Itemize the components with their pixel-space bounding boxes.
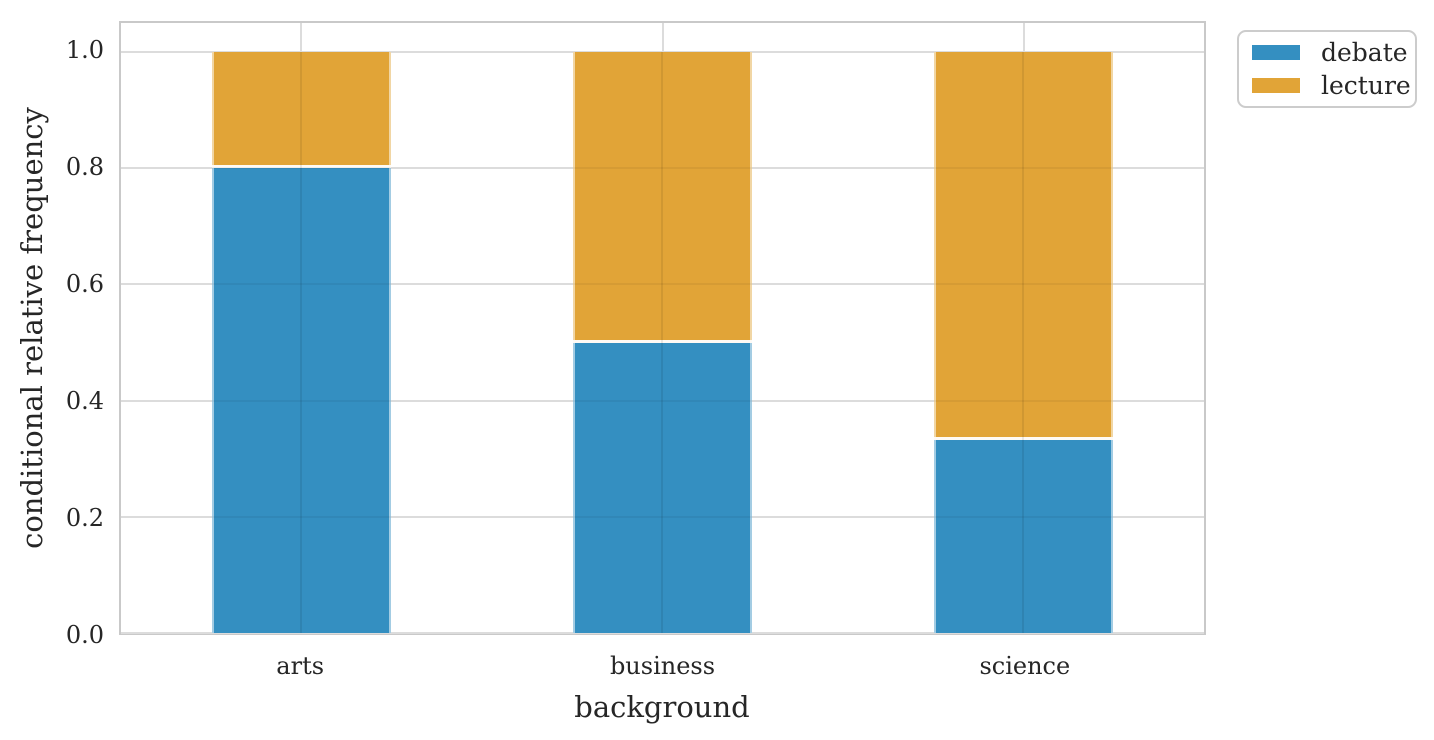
legend-swatch-lecture-icon xyxy=(1252,78,1300,93)
bar-center-divider xyxy=(1022,52,1025,633)
x-axis-title: background xyxy=(574,690,750,724)
x-axis-ticks: arts business science xyxy=(119,652,1206,684)
bar-segment-science-debate xyxy=(933,439,1114,633)
bar-segment-business-debate xyxy=(572,342,753,633)
y-axis-title: conditional relative frequency xyxy=(15,107,50,549)
y-tick-label: 0.8 xyxy=(65,153,104,182)
bar-segment-science-lecture xyxy=(933,52,1114,440)
legend-label-lecture: lecture xyxy=(1321,71,1411,100)
bar-segment-business-lecture xyxy=(572,52,753,343)
y-tick-label: 0.0 xyxy=(65,621,104,649)
horizontal-gridline xyxy=(121,632,1204,634)
gridline-ghost xyxy=(211,399,392,402)
gridline-ghost xyxy=(572,167,753,170)
legend-label-debate: debate xyxy=(1321,38,1408,67)
bar-science xyxy=(933,52,1114,633)
x-tick-label-science: science xyxy=(979,652,1071,680)
plot-area xyxy=(119,21,1206,635)
y-tick-label: 0.4 xyxy=(65,387,104,416)
bar-arts xyxy=(211,52,392,633)
legend-item-lecture: lecture xyxy=(1252,73,1415,98)
gridline-ghost xyxy=(572,283,753,286)
bar-center-divider xyxy=(661,52,664,633)
gridline-ghost xyxy=(572,515,753,518)
y-tick-label: 0.2 xyxy=(65,504,104,533)
bar-segment-arts-lecture xyxy=(211,52,392,169)
gridline-ghost xyxy=(211,515,392,518)
legend-item-debate: debate xyxy=(1252,40,1415,65)
gridline-ghost xyxy=(933,515,1114,518)
y-tick-label: 1.0 xyxy=(65,36,104,65)
y-axis-ticks: 0.0 0.2 0.4 0.6 0.8 1.0 xyxy=(0,21,104,647)
bar-center-divider xyxy=(300,52,303,633)
gridline-ghost xyxy=(933,167,1114,170)
gridline-ghost xyxy=(933,283,1114,286)
gridline-ghost xyxy=(933,399,1114,402)
bar-business xyxy=(572,52,753,633)
y-tick-label: 0.6 xyxy=(65,270,104,299)
x-tick-label-business: business xyxy=(609,652,716,680)
legend: debate lecture xyxy=(1237,30,1417,108)
gridline-ghost xyxy=(211,283,392,286)
gridline-ghost xyxy=(572,399,753,402)
x-tick-label-arts: arts xyxy=(276,652,325,680)
legend-swatch-debate-icon xyxy=(1252,45,1300,60)
gridline-ghost xyxy=(211,167,392,170)
bar-segment-arts-debate xyxy=(211,168,392,633)
